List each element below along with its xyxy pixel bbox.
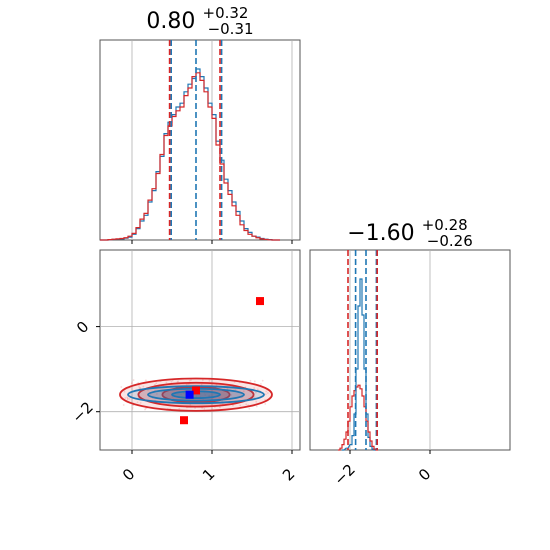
sample-point — [189, 404, 192, 406]
sample-point — [253, 396, 256, 399]
sample-point — [123, 390, 126, 393]
sample-point — [132, 379, 135, 381]
panel-bottom-left-scatter: 0 1 20−2 — [69, 249, 301, 484]
sample-point — [265, 390, 268, 393]
sample-point — [154, 383, 156, 386]
sample-point — [253, 380, 256, 383]
title-value: 0.80 — [146, 9, 195, 34]
sample-point — [130, 382, 133, 385]
sample-point — [178, 407, 181, 410]
sample-point — [264, 403, 267, 405]
sample-point — [171, 396, 174, 399]
sample-point — [120, 386, 123, 388]
axes-frame-bottom-left — [99, 249, 301, 451]
title-plus: +0.32 — [203, 4, 249, 22]
marker-square — [185, 390, 194, 399]
sample-point — [190, 379, 192, 381]
sample-point — [255, 391, 257, 394]
sample-point — [131, 406, 134, 409]
contour-series-0-level-1 — [137, 381, 255, 408]
sample-point — [177, 380, 180, 383]
title-minus: −0.31 — [208, 20, 254, 38]
sample-point — [188, 379, 191, 382]
sample-point — [239, 404, 242, 407]
sample-point — [122, 404, 125, 406]
sample-point — [182, 392, 185, 395]
sample-point — [138, 386, 141, 389]
marker-square — [256, 297, 264, 306]
sample-point — [204, 394, 207, 396]
sample-point — [131, 408, 134, 410]
sample-point — [261, 379, 264, 382]
sample-point — [195, 395, 198, 398]
sample-point — [200, 383, 203, 386]
histogram-step-series-1 — [338, 384, 378, 451]
sample-point — [165, 381, 168, 384]
sample-point — [264, 393, 267, 396]
sample-point — [242, 390, 245, 393]
title-plus: +0.28 — [422, 216, 468, 234]
sample-point — [232, 404, 234, 407]
sample-point — [138, 385, 140, 387]
sample-point — [144, 408, 146, 411]
sample-point — [144, 379, 147, 382]
sample-point — [144, 407, 147, 410]
panel-title-bottom-right: −1.60 +0.28 −0.26 — [347, 215, 473, 250]
sample-point — [249, 379, 252, 382]
sample-point — [256, 388, 259, 391]
sample-point — [218, 397, 221, 399]
title-minus: −0.26 — [427, 232, 473, 250]
sample-point — [194, 407, 196, 409]
sample-point — [155, 393, 158, 395]
sample-point — [126, 398, 129, 400]
sample-point — [253, 387, 256, 389]
sample-point — [139, 402, 142, 404]
panel-top-left-histogram: 0.80 +0.32 −0.31 — [99, 3, 301, 244]
sample-point — [136, 401, 139, 404]
sample-point — [126, 397, 129, 400]
sample-point — [180, 393, 183, 396]
sample-point — [170, 380, 173, 383]
histogram-step-series-1 — [100, 72, 280, 241]
sample-point — [201, 407, 204, 409]
sample-point — [185, 383, 188, 386]
sample-point — [266, 392, 269, 394]
sample-point — [132, 404, 135, 407]
marker-square — [180, 416, 188, 425]
sample-point — [201, 379, 204, 381]
sample-point — [255, 405, 258, 408]
sample-point — [259, 383, 262, 385]
sample-point — [208, 379, 211, 382]
panel-title-top-left: 0.80 +0.32 −0.31 — [146, 3, 253, 38]
sample-point — [208, 394, 211, 397]
sample-point — [248, 407, 251, 410]
sample-point — [142, 385, 145, 388]
sample-point — [255, 400, 258, 403]
histogram-step-series-0 — [342, 278, 376, 451]
panel-bottom-right-histogram: −2 0 −1.60 +0.28 −0.26 — [309, 215, 511, 489]
sample-point — [245, 403, 248, 406]
sample-point — [128, 398, 131, 400]
sample-point — [219, 406, 221, 409]
sample-point — [230, 394, 233, 396]
sample-point — [126, 396, 129, 399]
sample-point — [131, 381, 134, 383]
title-value: −1.60 — [347, 221, 414, 246]
sample-point — [131, 382, 133, 385]
marker-square — [192, 386, 200, 395]
sample-point — [139, 387, 142, 389]
sample-point — [203, 407, 206, 410]
sample-point — [124, 397, 127, 399]
axes-frame-bottom-right — [309, 249, 511, 451]
sample-point — [155, 382, 158, 385]
